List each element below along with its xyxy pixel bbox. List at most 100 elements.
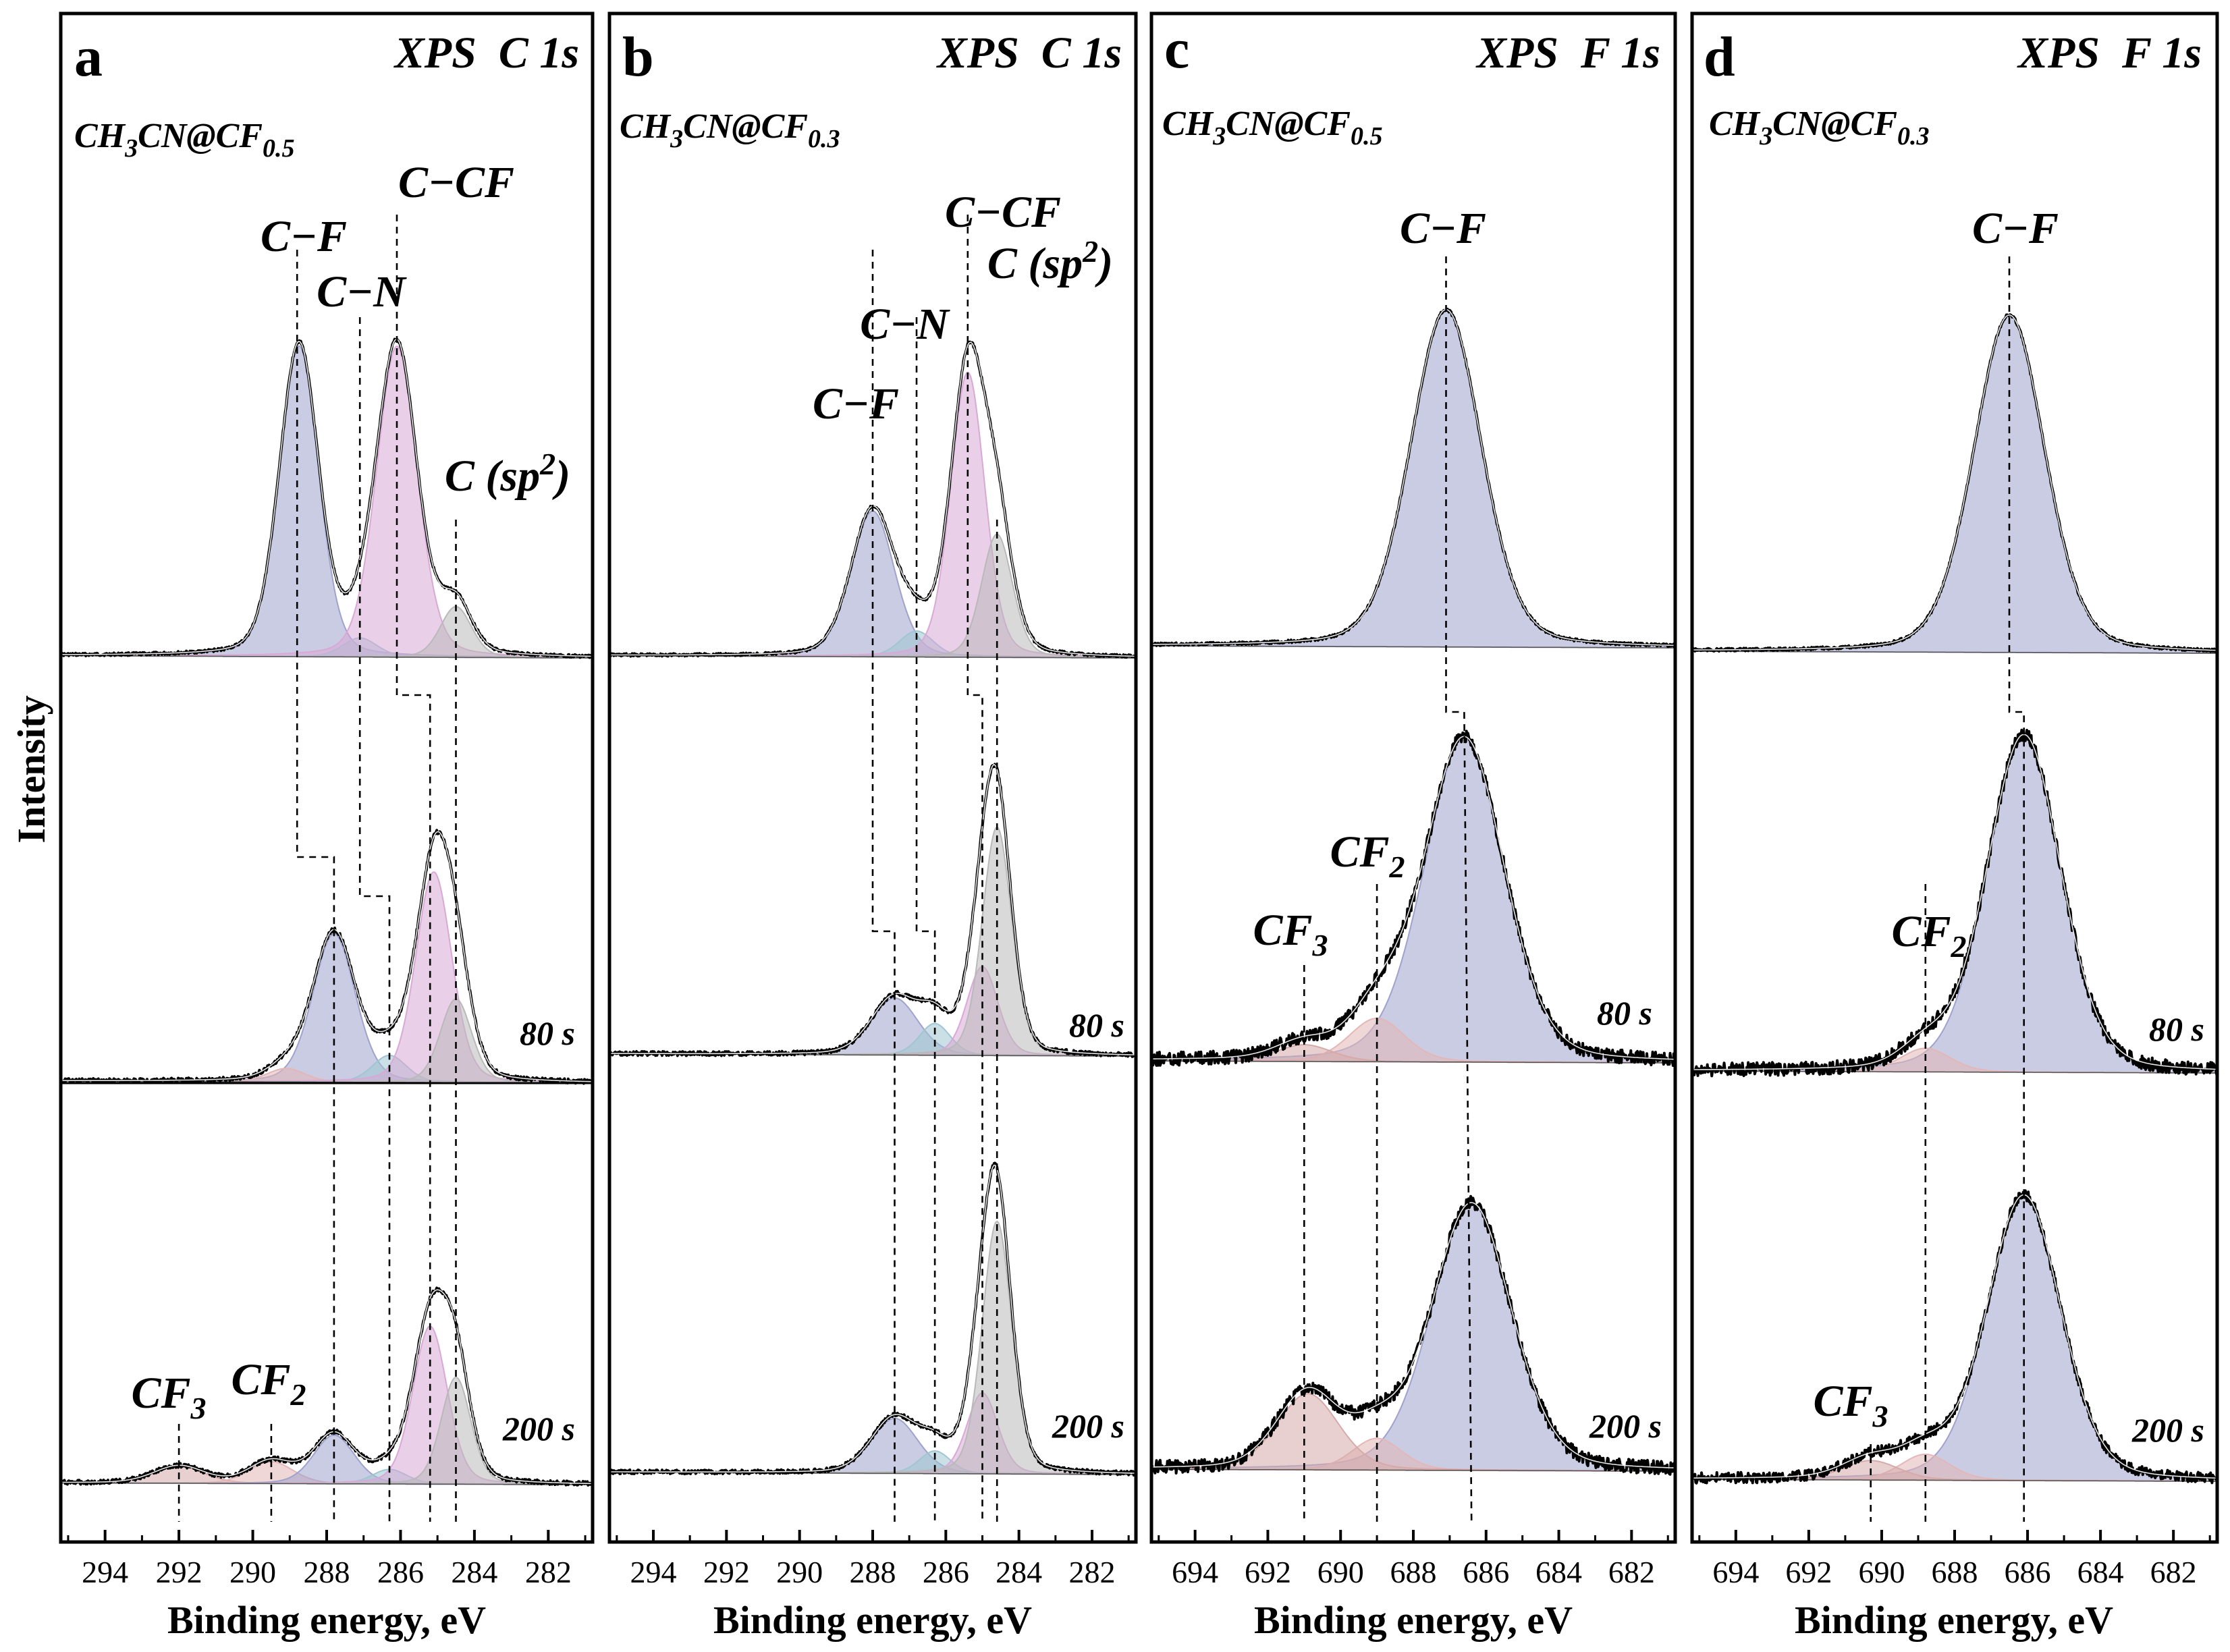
- peak-guide-layer: [178, 215, 2025, 1522]
- envelope-line: [1691, 1189, 2219, 1485]
- time-label: 200 s: [2131, 1411, 2204, 1449]
- fit-line: [1151, 309, 1676, 646]
- peak-label: CF3: [1813, 1377, 1888, 1433]
- x-tick-label: 682: [2150, 1555, 2197, 1589]
- x-tick-label: 686: [2005, 1555, 2051, 1589]
- x-tick-label: 282: [525, 1555, 572, 1589]
- background-line: [1151, 645, 1675, 649]
- x-tick-label: 288: [850, 1555, 896, 1589]
- panel-b-material: CH3CN@CF0.3: [620, 107, 840, 153]
- panel-b-letter: b: [622, 26, 654, 88]
- peak-component-c-f: [60, 933, 593, 1084]
- panel-d-letter: d: [1704, 26, 1735, 88]
- peak-label: C−N: [317, 267, 407, 316]
- fit-line: [1151, 736, 1675, 1060]
- panel-b: b XPS C 1s CH3CN@CF0.3 C−CF C (sp2) C−N …: [607, 11, 1138, 1642]
- peak-guide-c-f: [296, 250, 335, 1522]
- fit-line: [61, 1289, 593, 1485]
- background-line: [61, 1482, 593, 1485]
- x-tick-label: 688: [1932, 1555, 1978, 1589]
- panel-d-x-axis-title: Binding energy, eV: [1795, 1598, 2113, 1642]
- fit-line: [1692, 314, 2218, 651]
- peak-component-c-f: [1691, 314, 2218, 654]
- fit-line: [61, 831, 593, 1082]
- spectra-layer: [59, 308, 2219, 1487]
- panel-c: c XPS F 1s CH3CN@CF0.5 C−F CF2 CF3 80 s …: [1149, 11, 1677, 1642]
- time-label: 80 s: [2149, 1010, 2204, 1048]
- x-tick-label: 294: [82, 1555, 128, 1589]
- x-tick-label: 692: [1785, 1555, 1832, 1589]
- x-tick-label: 292: [703, 1555, 750, 1589]
- peak-label: C−CF: [945, 188, 1061, 237]
- peak-component-c-f: [1691, 734, 2218, 1074]
- panel-b-x-axis-title: Binding energy, eV: [713, 1598, 1032, 1642]
- time-label: 200 s: [1589, 1407, 1662, 1445]
- x-tick-label: 290: [229, 1555, 276, 1589]
- peak-label: CF2: [1330, 827, 1405, 884]
- x-tick-label: 288: [304, 1555, 350, 1589]
- x-tick-label: 694: [1712, 1555, 1759, 1589]
- time-label: 200 s: [1052, 1407, 1124, 1445]
- panel-d-material: CH3CN@CF0.3: [1709, 105, 1930, 150]
- peak-guide-c-cf: [967, 215, 983, 1522]
- panel-a-letter: a: [74, 26, 103, 88]
- fit-line: [60, 338, 593, 657]
- time-label: 80 s: [1069, 1006, 1124, 1044]
- panel-a-title: XPS C 1s: [393, 28, 579, 78]
- panel-c-title: XPS F 1s: [1475, 28, 1660, 78]
- panel-a-material: CH3CN@CF0.5: [74, 117, 295, 163]
- panel-c-x-axis-title: Binding energy, eV: [1254, 1598, 1573, 1642]
- time-label: 80 s: [520, 1014, 575, 1052]
- peak-component-c-f: [1151, 308, 1676, 649]
- x-tick-label: 684: [1535, 1555, 1582, 1589]
- peak-label: C−N: [860, 300, 950, 349]
- peak-component-c-f: [60, 345, 593, 659]
- x-tick-label: 290: [776, 1555, 823, 1589]
- x-tick-label: 688: [1390, 1555, 1437, 1589]
- panel-d: d XPS F 1s CH3CN@CF0.3 C−F CF2 CF3 80 s …: [1690, 11, 2219, 1642]
- peak-label: C−CF: [398, 158, 514, 207]
- fit-line: [1692, 734, 2218, 1070]
- x-tick-label: 284: [451, 1555, 497, 1589]
- peak-label: CF3: [1253, 906, 1328, 962]
- panel-d-frame: [1690, 11, 2219, 1544]
- peak-guide-c-cf: [396, 215, 431, 1522]
- x-tick-label: 694: [1172, 1555, 1218, 1589]
- axis-ticks-layer: 294 292 290 288 286 284 282 294 292 290 288 286 284 2…: [67, 1530, 2211, 1589]
- x-tick-label: 286: [377, 1555, 424, 1589]
- y-axis-title: Intensity: [9, 695, 53, 843]
- x-tick-label: 690: [1317, 1555, 1364, 1589]
- time-label: 200 s: [502, 1410, 575, 1448]
- x-tick-label: 294: [630, 1555, 677, 1589]
- envelope-line: [1691, 728, 2219, 1078]
- peak-label: C−F: [1400, 204, 1486, 253]
- fit-line: [1151, 1202, 1676, 1468]
- peak-guide-c-f: [871, 250, 896, 1522]
- panel-d-title: XPS F 1s: [2017, 28, 2202, 78]
- peak-label: CF2: [231, 1355, 306, 1412]
- x-tick-label: 692: [1245, 1555, 1291, 1589]
- peak-guide-c-f: [1445, 256, 1473, 1522]
- peak-label: C−F: [813, 379, 899, 429]
- fit-line: [1692, 1194, 2217, 1479]
- peak-label: C−F: [261, 212, 347, 261]
- x-tick-label: 690: [1858, 1555, 1905, 1589]
- panel-b-title: XPS C 1s: [936, 28, 1122, 78]
- panel-c-material: CH3CN@CF0.5: [1162, 105, 1383, 150]
- background-line: [1692, 651, 2217, 654]
- background-line: [1151, 1468, 1675, 1472]
- x-tick-label: 286: [923, 1555, 969, 1589]
- panel-a-x-axis-title: Binding energy, eV: [167, 1598, 486, 1642]
- time-label: 80 s: [1597, 994, 1652, 1032]
- x-tick-label: 282: [1069, 1555, 1116, 1589]
- x-tick-label: 292: [156, 1555, 202, 1589]
- peak-label: C−F: [1972, 204, 2059, 253]
- peak-guide-c-f: [2008, 256, 2025, 1522]
- panel-a: a XPS C 1s CH3CN@CF0.5 C−F C−N C−CF C (s…: [59, 11, 595, 1642]
- fit-line: [609, 1164, 1137, 1474]
- peak-label: CF3: [131, 1369, 206, 1425]
- background-line: [1151, 1060, 1675, 1064]
- fit-line: [609, 763, 1136, 1055]
- peak-guide-c-n: [915, 317, 936, 1522]
